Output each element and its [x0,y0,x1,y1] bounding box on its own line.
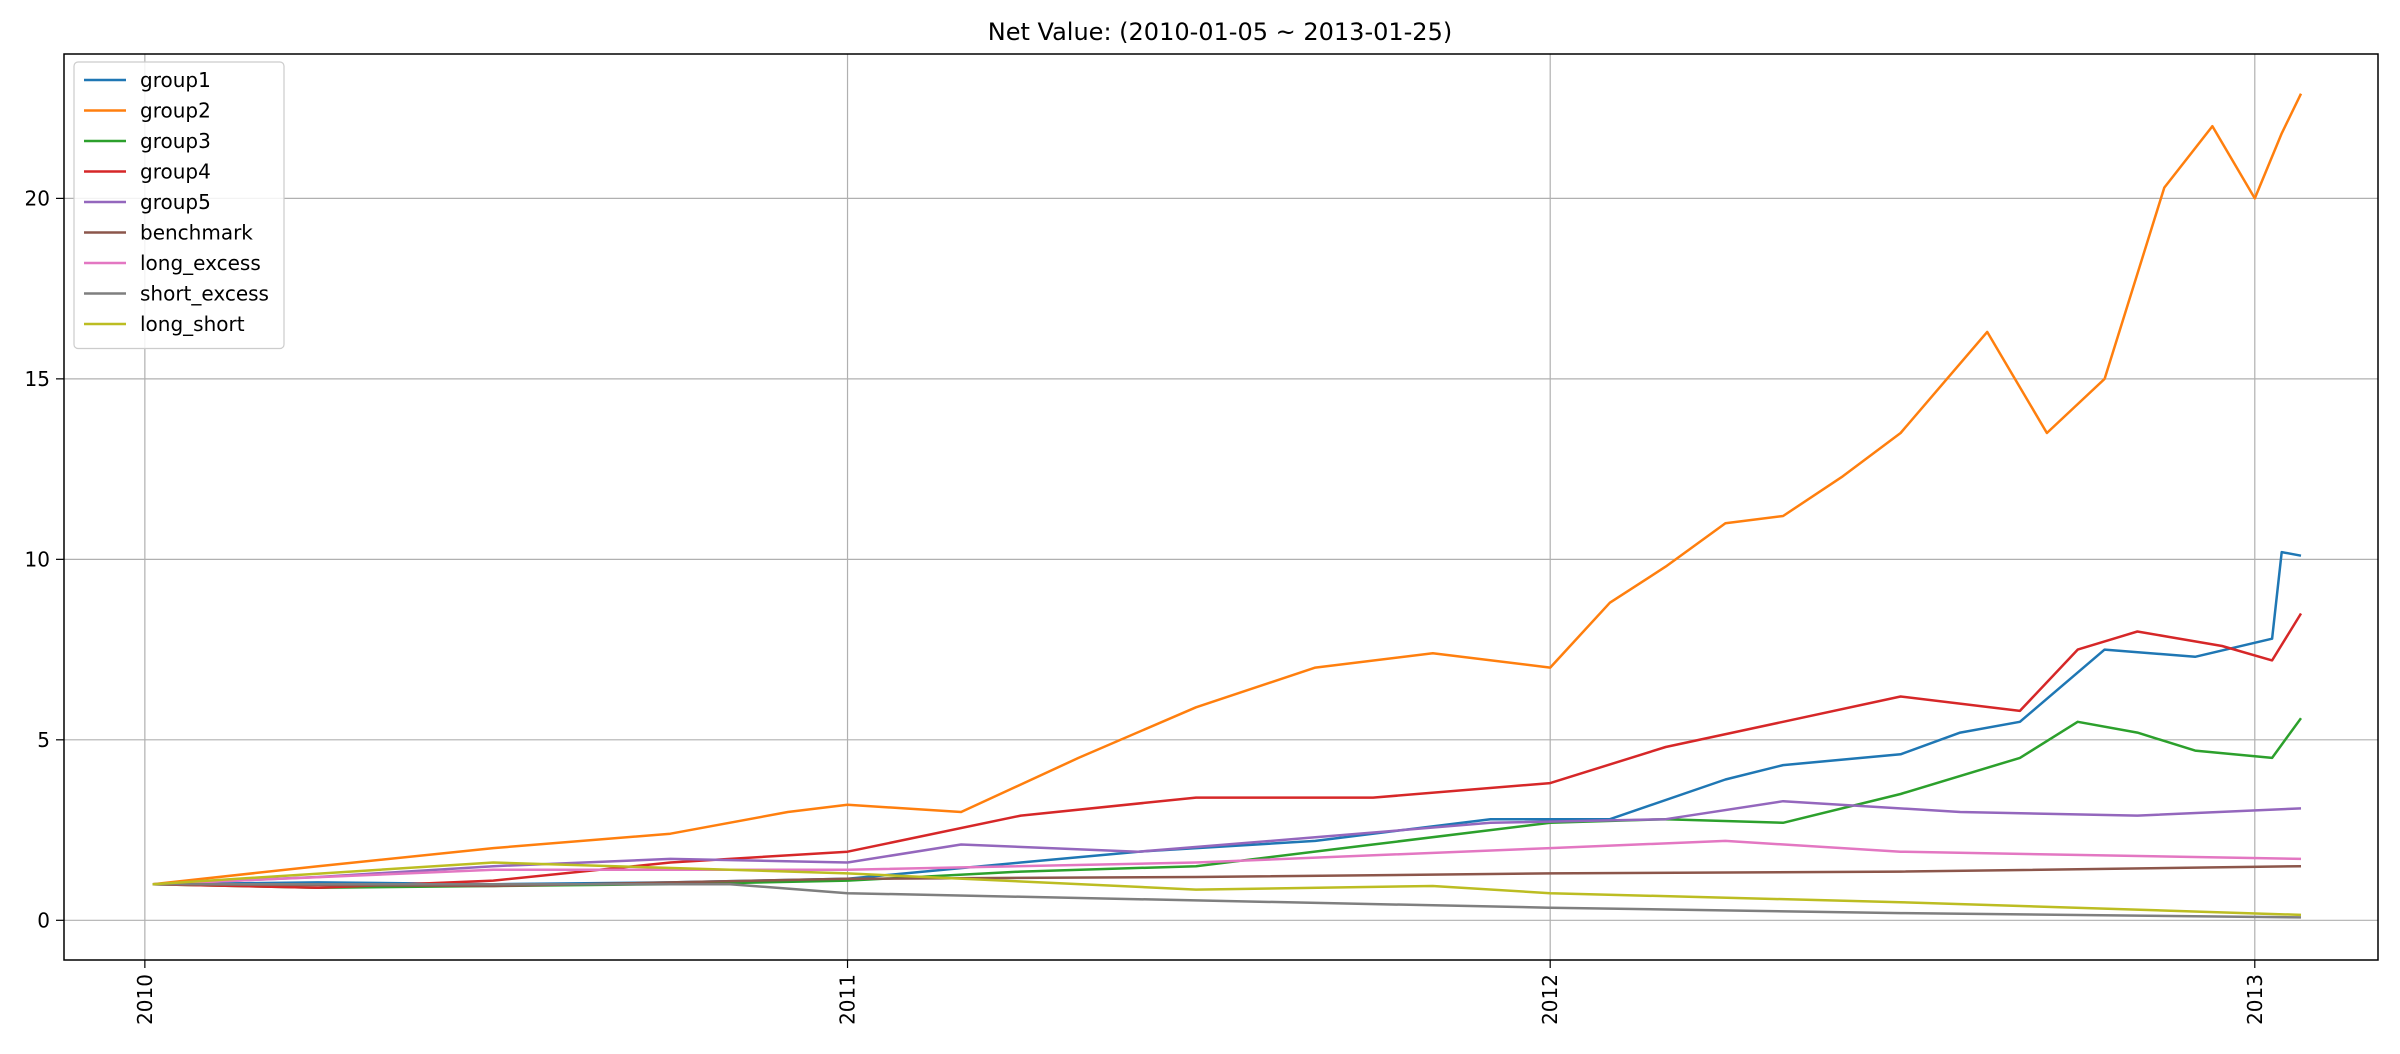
legend-label-benchmark: benchmark [140,221,253,245]
x-tick-label: 2012 [1538,974,1562,1025]
x-tick-label: 2011 [836,974,860,1025]
x-tick-label: 2013 [2243,974,2267,1025]
legend-label-long_short: long_short [140,312,245,336]
series-line-group2 [152,93,2303,886]
series-line-group5 [152,799,2302,886]
legend-label-group2: group2 [140,99,211,123]
y-tick-label: 15 [25,367,50,391]
series-line-benchmark [152,864,2302,888]
series-line-long_short [152,861,2302,917]
legend: group1 group2 group3 group4 group5 benchmark l… [73,61,285,350]
series-line-long_excess [152,839,2302,886]
y-tick-label: 5 [37,728,50,752]
y-tick-label: 10 [25,547,50,571]
series-line-group4 [152,612,2303,890]
legend-label-long_excess: long_excess [140,251,261,275]
legend-box [73,61,285,350]
chart-title: Net Value: (2010-01-05 ~ 2013-01-25) [988,18,1452,46]
plot-frame [63,53,2379,961]
legend-label-group5: group5 [140,190,211,214]
legend-label-group4: group4 [140,160,211,184]
legend-label-short_excess: short_excess [140,282,269,306]
axis-ticks: 2010 2011 2012 2013 0 5 10 15 20 [25,186,2267,1025]
grid-lines [64,54,2378,960]
y-tick-label: 0 [37,908,50,932]
series-lines [152,93,2303,919]
y-tick-label: 20 [25,186,50,210]
legend-label-group3: group3 [140,129,211,153]
series-line-short_excess [152,882,2302,919]
legend-label-group1: group1 [140,68,211,92]
x-tick-label: 2010 [133,974,157,1025]
